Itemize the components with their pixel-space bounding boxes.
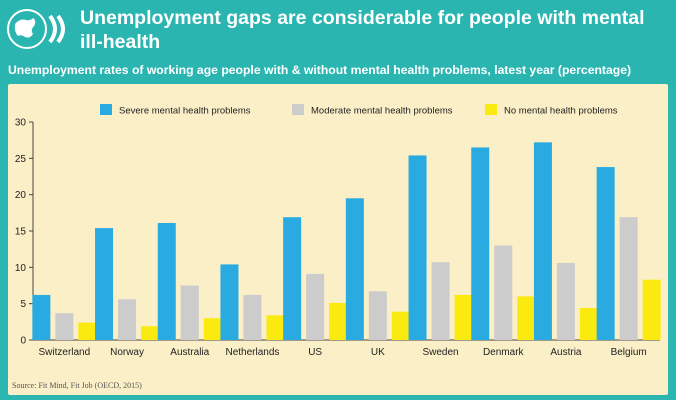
y-tick-label: 25 <box>15 154 27 165</box>
y-tick-label: 10 <box>15 263 27 274</box>
y-tick-label: 15 <box>15 227 27 238</box>
bar <box>220 264 239 340</box>
bar <box>619 217 638 340</box>
bar <box>157 223 176 340</box>
legend-label: No mental health problems <box>504 106 618 117</box>
x-tick-label: Sweden <box>422 347 458 358</box>
bar <box>642 279 661 340</box>
bar <box>118 299 137 340</box>
y-tick-label: 5 <box>20 299 26 310</box>
bar <box>494 245 513 340</box>
x-tick-label: Denmark <box>483 347 525 358</box>
legend-swatch <box>292 104 304 115</box>
x-tick-label: Norway <box>110 347 144 358</box>
bar <box>55 313 74 340</box>
bar <box>596 167 615 340</box>
bar <box>391 311 410 340</box>
legend-swatch <box>485 104 497 115</box>
legend-label: Severe mental health problems <box>119 106 251 117</box>
bar <box>345 198 364 340</box>
header: Unemployment gaps are considerable for p… <box>0 0 676 88</box>
bar <box>517 296 536 340</box>
bar <box>32 294 51 340</box>
bar <box>306 273 325 340</box>
y-tick-label: 30 <box>15 118 27 129</box>
y-tick-label: 20 <box>15 190 27 201</box>
bar <box>283 217 302 340</box>
x-tick-label: Australia <box>170 347 209 358</box>
bar <box>141 326 160 340</box>
x-tick-label: Belgium <box>611 347 647 358</box>
x-tick-label: Switzerland <box>38 347 90 358</box>
bar <box>266 315 285 340</box>
bar <box>78 322 97 340</box>
y-tick-label: 0 <box>20 336 26 347</box>
bar <box>180 285 199 340</box>
chart-panel <box>8 84 668 395</box>
x-tick-label: US <box>308 347 322 358</box>
bar <box>579 308 598 340</box>
bar <box>408 155 427 340</box>
legend-swatch <box>100 104 112 115</box>
bar <box>471 147 490 340</box>
chart-subtitle: Unemployment rates of working age people… <box>8 63 632 77</box>
bar <box>533 142 552 340</box>
x-tick-label: UK <box>371 347 385 358</box>
bar <box>329 302 348 340</box>
bar <box>203 318 222 340</box>
source-note: Source: Fit Mind, Fit Job (OECD, 2015) <box>12 381 142 390</box>
x-tick-label: Netherlands <box>225 347 279 358</box>
oecd-logo-icon <box>7 9 65 49</box>
bar <box>243 294 262 340</box>
bar <box>368 291 387 340</box>
bar <box>431 262 450 340</box>
bar <box>95 228 114 340</box>
legend-label: Moderate mental health problems <box>311 106 453 117</box>
x-tick-label: Austria <box>550 347 582 358</box>
bar <box>454 294 473 340</box>
page-title: Unemployment gaps are considerable for p… <box>80 7 645 53</box>
bar <box>556 262 575 340</box>
